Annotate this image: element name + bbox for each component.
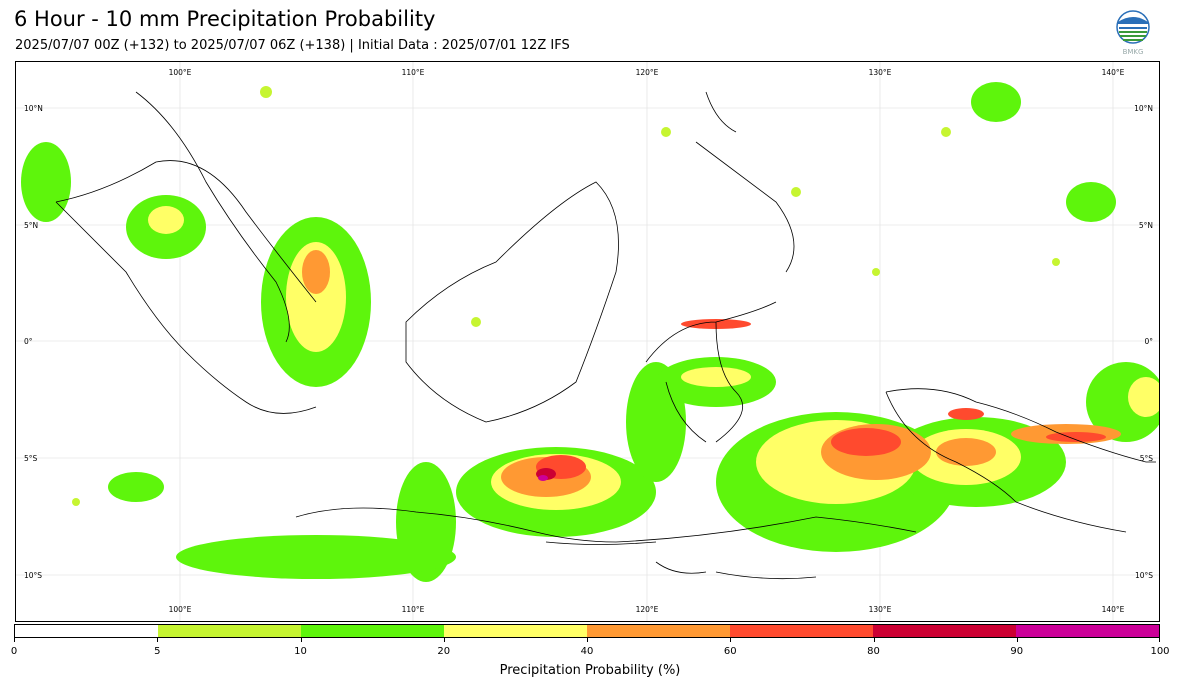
colorbar-tick-label: 0 [10, 646, 18, 657]
lat-label-left: 5°N [24, 221, 38, 230]
colorbar-tick-mark [587, 638, 588, 642]
colorbar-tick-label: 80 [867, 646, 880, 657]
colorbar-tick-label: 90 [1010, 646, 1024, 657]
precip-magenta-field [538, 475, 548, 481]
lat-labels-right: 10°N 5°N 0° 5°S 10°S [1134, 104, 1153, 580]
lon-label-top: 120°E [636, 68, 659, 77]
colorbar-tick-label: 10 [294, 646, 307, 657]
colorbar-segment [15, 625, 158, 637]
colorbar-segment [158, 625, 301, 637]
precip-lightgreen-dots [72, 86, 1060, 506]
lat-label-right: 10°N [1134, 104, 1153, 113]
chart-title: 6 Hour - 10 mm Precipitation Probability [14, 7, 436, 31]
lat-label-left: 10°N [24, 104, 43, 113]
lon-label-top: 110°E [402, 68, 425, 77]
colorbar-segment [873, 625, 1016, 637]
lon-label-top: 140°E [1102, 68, 1125, 77]
chart-subtitle: 2025/07/07 00Z (+132) to 2025/07/07 06Z … [15, 38, 570, 53]
colorbar-segment [301, 625, 444, 637]
colorbar-tick-label: 40 [580, 646, 594, 657]
lon-label-bottom: 120°E [636, 605, 659, 614]
lat-label-left: 5°S [24, 454, 38, 463]
colorbar-tick-mark [300, 638, 302, 642]
colorbar-segment [1016, 625, 1159, 637]
lon-label-bottom: 130°E [869, 605, 892, 614]
colorbar-tick-mark [873, 638, 875, 642]
lat-label-left: 10°S [24, 571, 42, 580]
colorbar-segment [444, 625, 587, 637]
colorbar-tick-label: 100 [1150, 646, 1170, 657]
colorbar-tick-label: 60 [723, 646, 737, 657]
lat-label-left: 0° [24, 337, 33, 346]
lon-label-top: 100°E [169, 68, 192, 77]
colorbar-tick-mark [14, 638, 15, 642]
colorbar-segment [730, 625, 873, 637]
lon-label-bottom: 100°E [169, 605, 192, 614]
lon-labels-bottom: 100°E 110°E 120°E 130°E 140°E [169, 605, 1125, 614]
colorbar-tick-label: 5 [154, 646, 161, 657]
lon-label-bottom: 140°E [1102, 605, 1125, 614]
bmkg-logo: BMKG [1114, 10, 1152, 56]
lon-labels-top: 100°E 110°E 120°E 130°E 140°E [169, 68, 1125, 77]
map-canvas: 100°E 110°E 120°E 130°E 140°E 100°E 110°… [16, 62, 1159, 621]
logo-text: BMKG [1123, 48, 1144, 56]
map-gridlines [16, 62, 1159, 621]
lat-label-right: 5°N [1139, 221, 1153, 230]
lat-labels-left: 10°N 5°N 0° 5°S 10°S [24, 104, 43, 580]
precip-red-field [536, 319, 1106, 479]
colorbar [14, 624, 1160, 638]
colorbar-tick-mark [157, 638, 159, 642]
colorbar-tick-mark [1159, 638, 1160, 642]
lon-label-bottom: 110°E [402, 605, 425, 614]
colorbar-ticks: 0 5 10 20 40 60 80 90 100 [10, 638, 1170, 658]
colorbar-tick-label: 20 [437, 646, 451, 657]
lat-label-right: 5°S [1140, 454, 1154, 463]
colorbar-tick-mark [730, 638, 732, 642]
coastlines [55, 91, 1156, 580]
precipitation-map: 100°E 110°E 120°E 130°E 140°E 100°E 110°… [15, 61, 1160, 622]
colorbar-segment [587, 625, 730, 637]
lat-label-right: 0° [1144, 337, 1153, 346]
colorbar-tick-mark [1016, 638, 1018, 642]
colorbar-label: Precipitation Probability (%) [499, 663, 681, 678]
lat-label-right: 10°S [1135, 571, 1153, 580]
colorbar-tick-mark [443, 638, 445, 642]
lon-label-top: 130°E [869, 68, 892, 77]
